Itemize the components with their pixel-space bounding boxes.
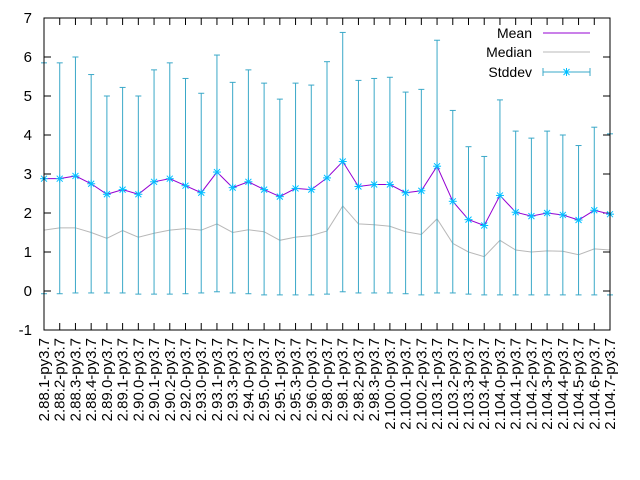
stddev-point bbox=[87, 179, 96, 188]
x-tick-label: 2.100.0-py3.7 bbox=[382, 338, 399, 430]
stddev-point bbox=[307, 185, 316, 194]
y-tick-label: 2 bbox=[24, 205, 32, 222]
x-tick-label: 2.88.4-py3.7 bbox=[83, 338, 100, 421]
stddev-point bbox=[150, 177, 159, 186]
x-tick-label: 2.90.0-py3.7 bbox=[130, 338, 147, 421]
stddev-point bbox=[118, 185, 127, 194]
y-tick-label: 3 bbox=[24, 166, 32, 183]
x-tick-label: 2.89.1-py3.7 bbox=[115, 338, 132, 421]
x-tick-label: 2.94.0-py3.7 bbox=[240, 338, 257, 421]
x-tick-label: 2.103.4-py3.7 bbox=[476, 338, 493, 430]
legend-label-mean: Mean bbox=[497, 25, 532, 41]
x-tick-label: 2.98.2-py3.7 bbox=[350, 338, 367, 421]
stddev-point bbox=[464, 215, 473, 224]
y-tick-label: 6 bbox=[24, 49, 32, 66]
y-tick-label: 1 bbox=[24, 244, 32, 261]
stddev-point bbox=[354, 182, 363, 191]
x-tick-label: 2.104.6-py3.7 bbox=[586, 338, 603, 430]
stddev-point bbox=[212, 168, 221, 177]
x-tick-label: 2.90.1-py3.7 bbox=[146, 338, 163, 421]
stddev-point bbox=[385, 180, 394, 189]
x-tick-label: 2.93.0-py3.7 bbox=[193, 338, 210, 421]
x-tick-label: 2.93.3-py3.7 bbox=[225, 338, 242, 421]
stddev-point bbox=[275, 192, 284, 201]
x-tick-label: 2.100.1-py3.7 bbox=[398, 338, 415, 430]
x-tick-label: 2.93.1-py3.7 bbox=[209, 338, 226, 421]
x-axis-ticks: 2.88.1-py3.72.88.2-py3.72.88.3-py3.72.88… bbox=[36, 18, 619, 430]
stddev-point bbox=[338, 157, 347, 166]
x-tick-label: 2.95.3-py3.7 bbox=[288, 338, 305, 421]
y-tick-label: 4 bbox=[24, 127, 32, 144]
stddev-point bbox=[401, 188, 410, 197]
x-tick-label: 2.96.0-py3.7 bbox=[303, 338, 320, 421]
stddev-point bbox=[134, 190, 143, 199]
x-tick-label: 2.90.2-py3.7 bbox=[162, 338, 179, 421]
plot-border bbox=[43, 17, 611, 331]
x-tick-label: 2.95.0-py3.7 bbox=[256, 338, 273, 421]
x-tick-label: 2.88.2-py3.7 bbox=[52, 338, 69, 421]
stddev-point bbox=[71, 171, 80, 180]
x-tick-label: 2.92.0-py3.7 bbox=[178, 338, 195, 421]
stddev-point bbox=[590, 206, 599, 215]
stddev-point bbox=[495, 191, 504, 200]
y-tick-label: 0 bbox=[24, 283, 32, 300]
x-tick-label: 2.98.3-py3.7 bbox=[366, 338, 383, 421]
stddev-point bbox=[291, 184, 300, 193]
y-tick-label: 7 bbox=[24, 10, 32, 27]
stddev-point bbox=[433, 162, 442, 171]
x-tick-label: 2.104.2-py3.7 bbox=[523, 338, 540, 430]
y-tick-label: 5 bbox=[24, 88, 32, 105]
x-tick-label: 2.103.1-py3.7 bbox=[429, 338, 446, 430]
stddev-point bbox=[102, 190, 111, 199]
stddev-point bbox=[480, 221, 489, 230]
stddev-point bbox=[323, 173, 331, 182]
x-tick-label: 2.104.7-py3.7 bbox=[602, 338, 619, 430]
stddev-point bbox=[260, 185, 269, 194]
x-tick-label: 2.104.3-py3.7 bbox=[539, 338, 556, 430]
stddev-point bbox=[574, 216, 583, 225]
x-tick-label: 2.104.1-py3.7 bbox=[508, 338, 525, 430]
x-tick-label: 2.100.2-py3.7 bbox=[413, 338, 430, 430]
stddev-point bbox=[197, 188, 206, 197]
x-tick-label: 2.98.1-py3.7 bbox=[335, 338, 352, 421]
legend-label-median: Median bbox=[486, 44, 532, 60]
x-tick-label: 2.104.5-py3.7 bbox=[571, 338, 588, 430]
stddev-point bbox=[417, 186, 426, 195]
y-tick-label: -1 bbox=[19, 322, 32, 339]
legend: Mean Median Stddev bbox=[486, 25, 591, 80]
x-tick-label: 2.104.0-py3.7 bbox=[492, 338, 509, 430]
x-tick-label: 2.104.4-py3.7 bbox=[555, 338, 572, 430]
stddev-point bbox=[558, 210, 567, 219]
stddev-point bbox=[511, 208, 520, 217]
stddev-point bbox=[370, 180, 379, 189]
y-axis-ticks: -1 0 1 2 3 4 5 6 7 bbox=[19, 10, 610, 339]
x-tick-label: 2.98.0-py3.7 bbox=[319, 338, 336, 421]
series-layer bbox=[40, 31, 614, 296]
x-tick-label: 2.103.3-py3.7 bbox=[461, 338, 478, 430]
stddev-point bbox=[55, 174, 64, 183]
x-tick-label: 2.89.0-py3.7 bbox=[99, 338, 116, 421]
stddev-point bbox=[165, 174, 174, 183]
stddev-point bbox=[527, 212, 536, 221]
legend-label-stddev: Stddev bbox=[488, 64, 532, 80]
stddev-point bbox=[244, 177, 253, 186]
stddev-point bbox=[448, 197, 457, 206]
legend-star-marker bbox=[562, 68, 571, 76]
stddev-point bbox=[181, 181, 190, 190]
x-tick-label: 2.88.1-py3.7 bbox=[36, 338, 53, 421]
x-tick-label: 2.95.1-py3.7 bbox=[272, 338, 289, 421]
x-tick-label: 2.103.2-py3.7 bbox=[445, 338, 462, 430]
stddev-point bbox=[228, 183, 237, 192]
stddev-point bbox=[543, 209, 552, 217]
x-tick-label: 2.88.3-py3.7 bbox=[67, 338, 84, 421]
